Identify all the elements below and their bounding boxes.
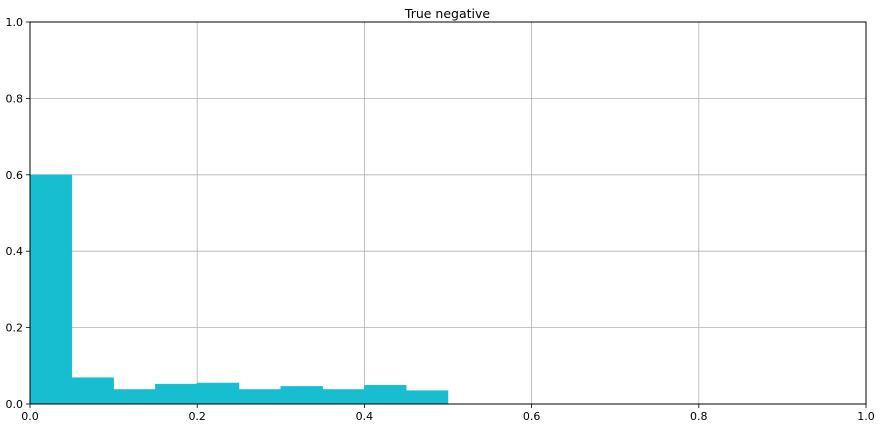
histogram-bar xyxy=(280,386,323,405)
x-tick-label: 0.0 xyxy=(21,410,39,423)
plot-frame xyxy=(29,21,867,405)
histogram-bar xyxy=(364,385,407,405)
histogram-bar xyxy=(405,390,449,405)
grid-lines xyxy=(29,21,867,405)
histogram-bar xyxy=(113,389,156,405)
x-tick-label: 1.0 xyxy=(857,410,875,423)
histogram-bar xyxy=(71,377,114,405)
y-tick-label: 0.0 xyxy=(6,398,24,411)
x-tick-label: 0.2 xyxy=(188,410,206,423)
y-axis-ticks: 0.0 0.2 0.4 0.6 0.8 1.0 xyxy=(6,16,30,411)
histogram-bar xyxy=(29,174,73,405)
y-tick-label: 0.4 xyxy=(6,245,24,258)
x-axis-ticks: 0.0 0.2 0.4 0.6 0.8 1.0 xyxy=(21,404,875,423)
histogram-bar xyxy=(322,389,365,405)
histogram-bars xyxy=(29,174,449,405)
x-tick-label: 0.8 xyxy=(690,410,708,423)
chart-title: True negative xyxy=(404,6,491,21)
histogram-bar xyxy=(155,383,198,405)
histogram-bar xyxy=(196,382,240,405)
y-tick-label: 0.2 xyxy=(6,322,24,335)
x-tick-label: 0.6 xyxy=(523,410,541,423)
histogram-bar xyxy=(238,389,282,405)
y-tick-label: 0.6 xyxy=(6,169,24,182)
y-tick-label: 0.8 xyxy=(6,92,24,105)
y-tick-label: 1.0 xyxy=(6,16,24,29)
x-tick-label: 0.4 xyxy=(356,410,374,423)
